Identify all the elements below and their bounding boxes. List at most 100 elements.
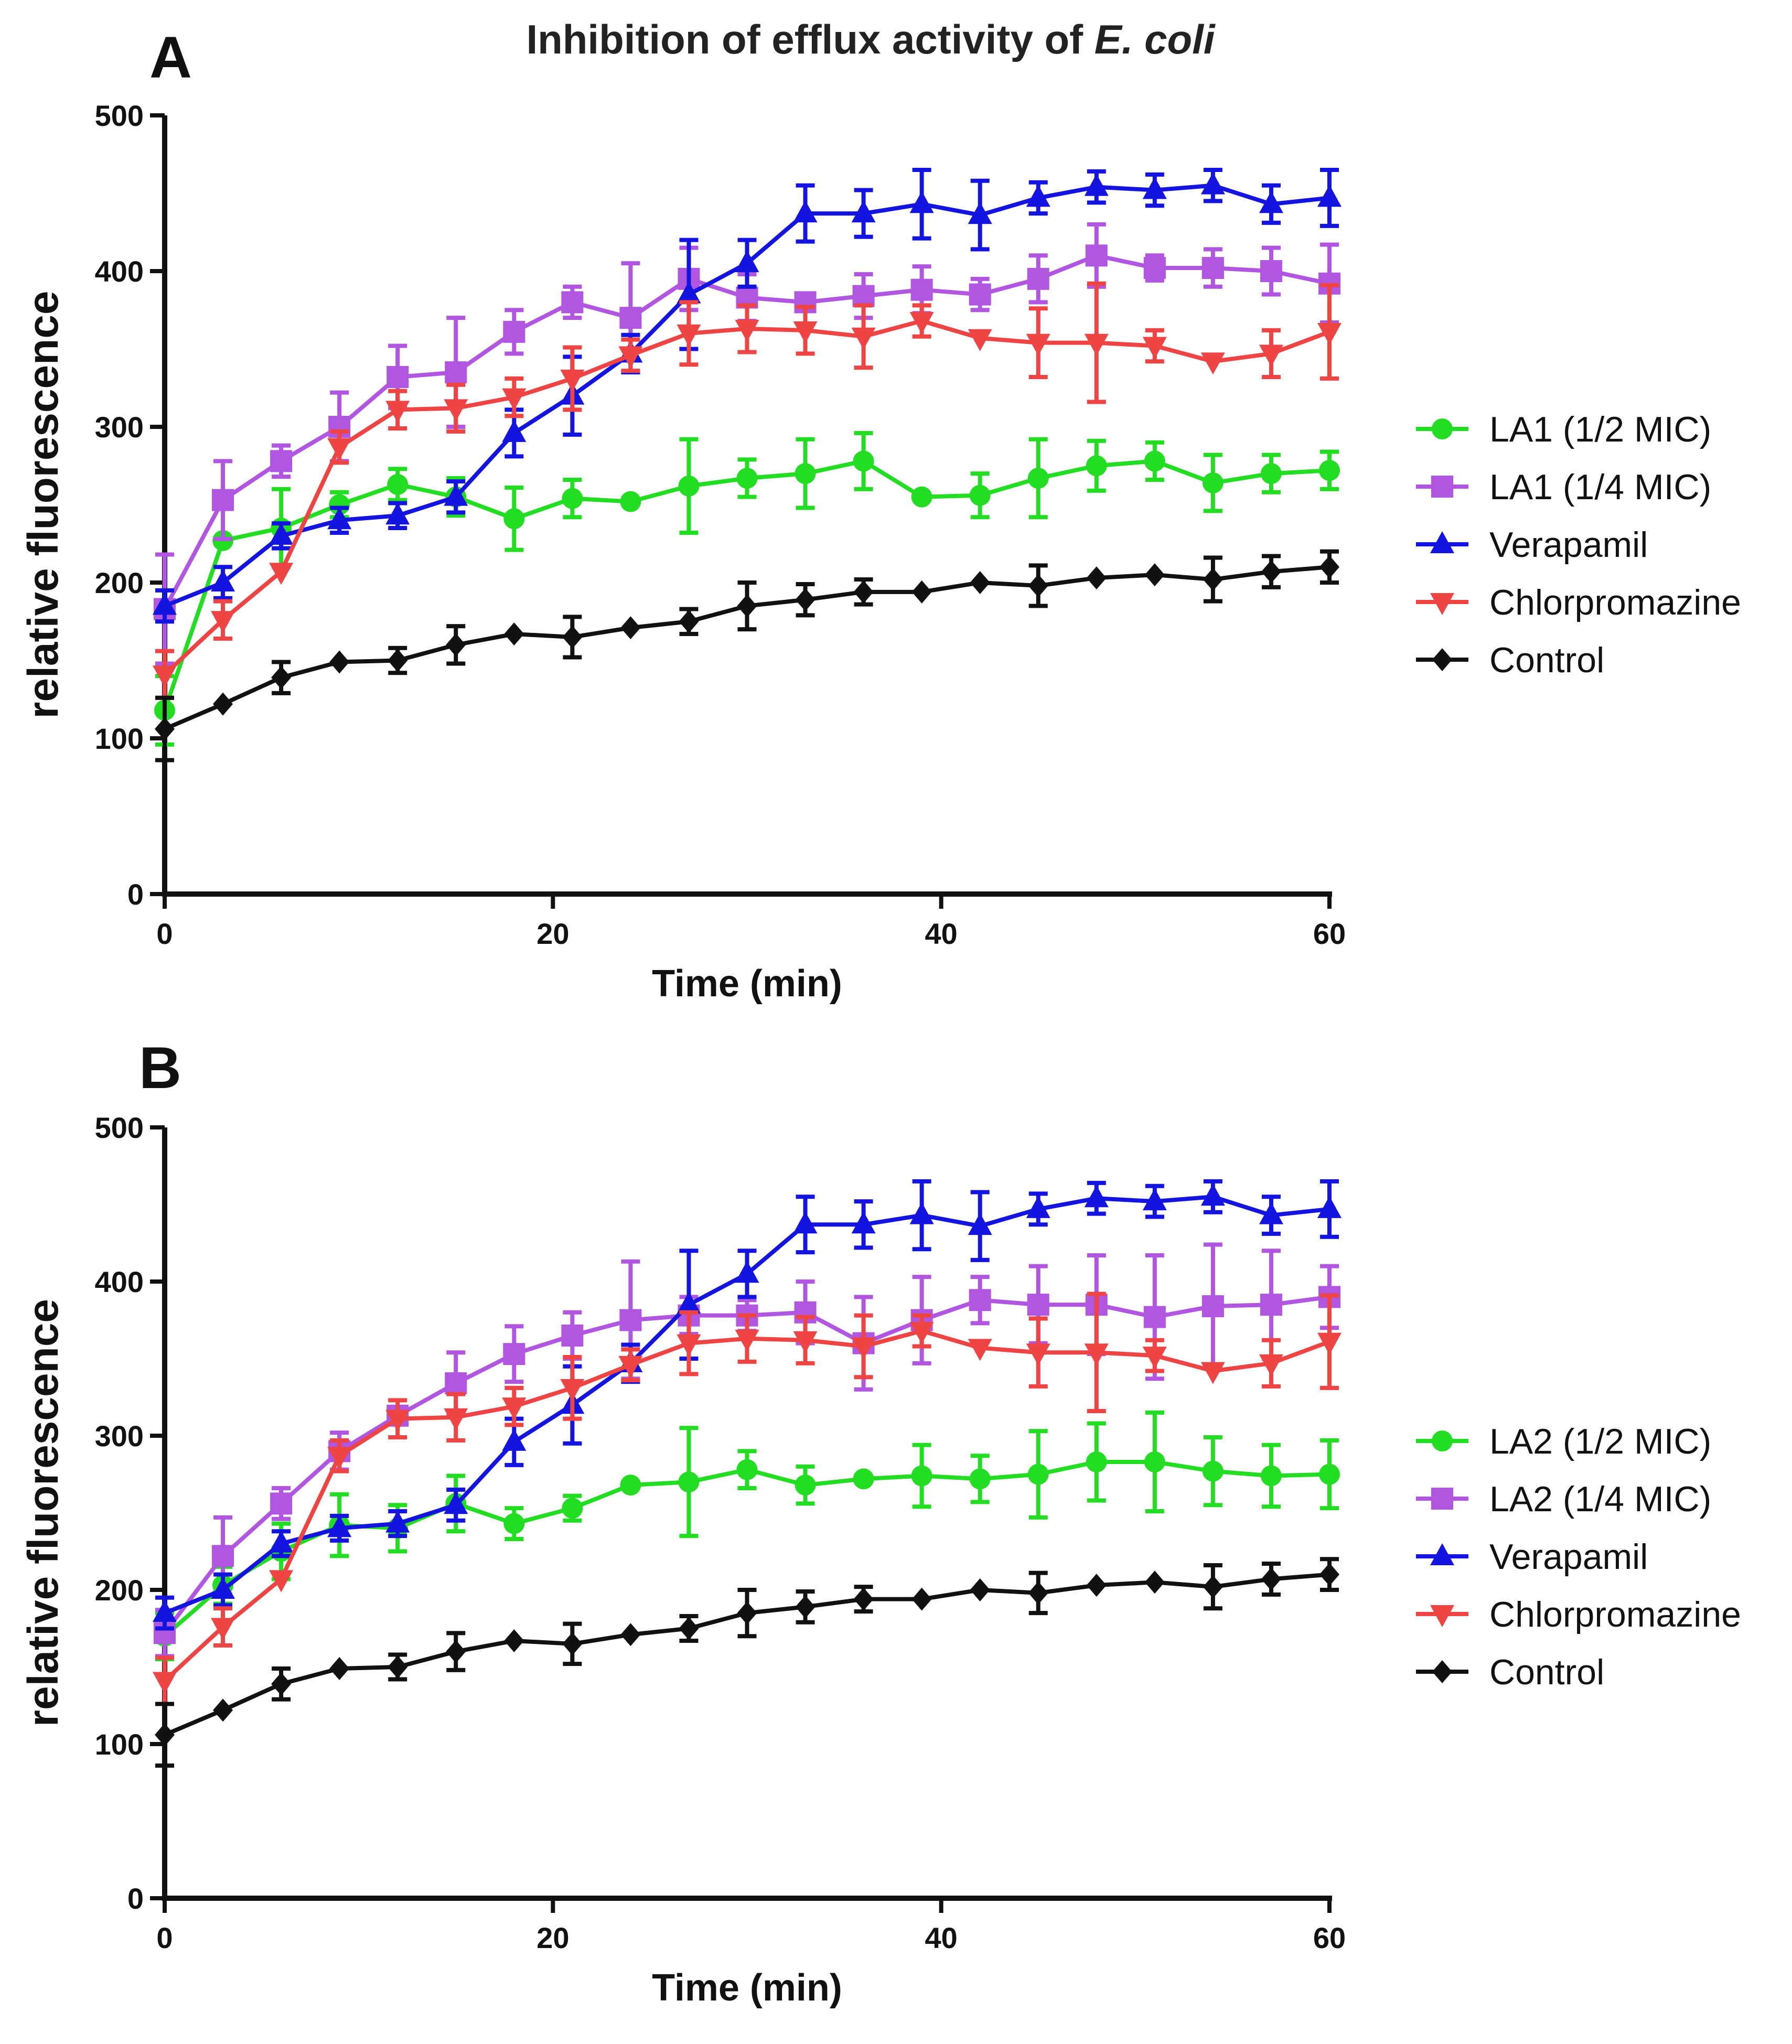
data-point xyxy=(1200,1362,1225,1384)
data-point xyxy=(851,327,876,350)
legend-label: Verapamil xyxy=(1489,525,1648,565)
data-point xyxy=(329,494,350,515)
data-point xyxy=(851,200,876,223)
y-tick-label: 200 xyxy=(95,1574,144,1607)
y-tick-label: 400 xyxy=(95,1265,144,1298)
y-tick-label: 500 xyxy=(95,99,144,132)
data-point xyxy=(1142,1188,1167,1211)
data-point xyxy=(444,483,468,506)
series-verapamil xyxy=(153,1179,1342,1631)
data-point xyxy=(504,1629,524,1653)
data-point xyxy=(620,491,641,512)
figure-title-main: Inhibition of efflux activity of xyxy=(526,16,1094,62)
data-point xyxy=(1086,455,1107,477)
legend-label: Control xyxy=(1489,640,1604,680)
data-point xyxy=(969,283,991,306)
y-tick-label: 500 xyxy=(95,1111,144,1144)
x-tick-label: 60 xyxy=(1313,1921,1346,1954)
data-point xyxy=(1200,352,1225,375)
data-point xyxy=(329,1656,350,1680)
data-point xyxy=(385,1510,410,1533)
legend-marker xyxy=(1430,1543,1454,1565)
y-tick-label: 0 xyxy=(127,878,144,911)
y-tick-label: 300 xyxy=(95,1419,144,1453)
data-point xyxy=(793,1211,818,1234)
data-point xyxy=(968,202,992,224)
data-point xyxy=(560,369,585,392)
data-point xyxy=(679,1617,699,1640)
data-point xyxy=(211,569,235,591)
data-point xyxy=(1026,1343,1050,1366)
data-point xyxy=(445,361,467,384)
data-point xyxy=(269,1570,294,1593)
data-point xyxy=(1203,1575,1223,1599)
data-point xyxy=(560,1379,585,1401)
data-point xyxy=(1027,1294,1049,1316)
data-point xyxy=(851,1337,876,1360)
data-point xyxy=(327,1515,352,1537)
data-point xyxy=(385,502,410,525)
data-point xyxy=(1086,566,1107,590)
data-point xyxy=(1085,244,1108,267)
data-point xyxy=(795,1595,815,1619)
data-point xyxy=(561,1324,584,1347)
data-point xyxy=(736,468,758,489)
data-point xyxy=(387,474,409,495)
data-point xyxy=(327,507,352,530)
legend-label: Verapamil xyxy=(1489,1537,1648,1577)
legend-marker xyxy=(1430,593,1454,615)
panel-letter: B xyxy=(139,1035,181,1101)
data-point xyxy=(503,508,525,530)
data-point xyxy=(1144,1570,1165,1594)
y-tick-label: 0 xyxy=(127,1882,144,1915)
data-point xyxy=(1084,174,1109,196)
data-point xyxy=(1027,468,1049,489)
data-point xyxy=(1201,257,1224,279)
data-point xyxy=(1143,257,1166,279)
data-point xyxy=(735,250,759,273)
data-point xyxy=(1143,1306,1166,1328)
chart-panel-b: B 0 100 200 300 400 500 0 20 40 60 Time (min) relati… xyxy=(19,1035,1741,2009)
data-point xyxy=(1201,1295,1224,1318)
data-point xyxy=(503,1343,525,1365)
data-point xyxy=(153,593,177,615)
data-point xyxy=(385,401,410,423)
data-point xyxy=(502,419,527,442)
data-point xyxy=(155,717,175,741)
data-point xyxy=(911,580,932,604)
data-point xyxy=(735,1261,759,1283)
data-point xyxy=(1086,1451,1107,1472)
data-point xyxy=(212,1545,234,1567)
data-point xyxy=(1084,1343,1109,1366)
data-point xyxy=(909,1322,934,1344)
data-point xyxy=(1260,260,1282,282)
data-point xyxy=(1259,1354,1283,1376)
data-point xyxy=(388,649,408,672)
data-point xyxy=(853,1587,874,1611)
data-point xyxy=(1202,472,1224,493)
data-point xyxy=(968,329,992,351)
legend-label: LA1 (1/4 MIC) xyxy=(1489,467,1711,507)
data-point xyxy=(1259,191,1283,213)
data-point xyxy=(155,1723,175,1747)
data-point xyxy=(969,485,991,506)
data-point xyxy=(679,610,699,633)
data-point xyxy=(1142,177,1167,199)
data-point xyxy=(1142,337,1167,359)
x-tick-label: 0 xyxy=(156,917,173,950)
legend-marker xyxy=(1430,531,1454,553)
data-point xyxy=(618,346,643,369)
data-point xyxy=(504,622,524,646)
x-axis-label: Time (min) xyxy=(652,963,842,1005)
data-point xyxy=(1028,574,1048,597)
legend-label: Control xyxy=(1489,1652,1604,1692)
series-control xyxy=(155,549,1339,762)
data-point xyxy=(1317,185,1342,207)
legend-label: Chlorpromazine xyxy=(1489,583,1741,622)
data-point xyxy=(795,588,815,611)
data-point xyxy=(1317,1196,1342,1218)
y-axis-label: relative fluorescence xyxy=(19,291,67,719)
legend-marker xyxy=(1431,1488,1453,1510)
x-tick-label: 40 xyxy=(925,917,958,950)
legend-label: LA2 (1/4 MIC) xyxy=(1489,1479,1711,1519)
